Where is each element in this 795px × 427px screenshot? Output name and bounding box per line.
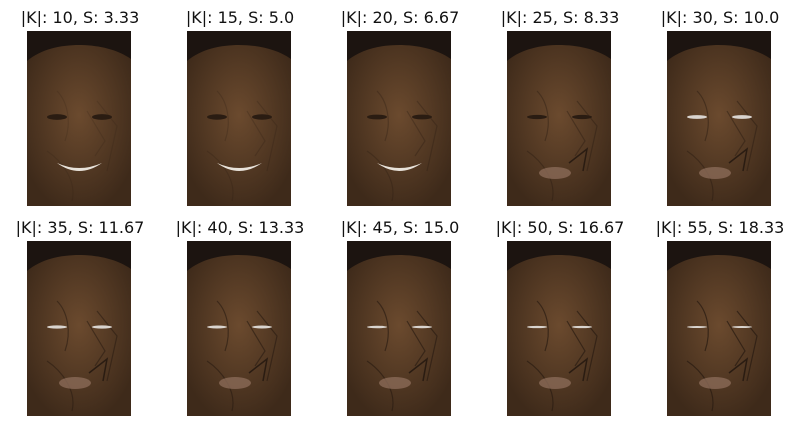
- mouth-teeth: [57, 163, 102, 171]
- face-photo-icon: [507, 31, 611, 206]
- hair: [507, 241, 611, 271]
- distortion-streaks: [206, 90, 278, 202]
- panel-title: |K|: 35, S: 11.67: [15, 218, 145, 237]
- mouth-distortion: [728, 357, 749, 382]
- face-photo-icon: [187, 241, 291, 416]
- face-image: [187, 31, 291, 206]
- left-eye: [367, 114, 387, 120]
- face-image: [347, 241, 451, 416]
- right-eye: [572, 114, 592, 120]
- face-photo-icon: [27, 241, 131, 416]
- face-image: [27, 31, 131, 206]
- panel-title: |K|: 25, S: 8.33: [500, 8, 620, 27]
- panel-8: |K|: 45, S: 15.0: [320, 216, 480, 416]
- face-image: [27, 241, 131, 416]
- face-photo-icon: [347, 241, 451, 416]
- face-photo-icon: [187, 31, 291, 206]
- face-image: [347, 31, 451, 206]
- distortion-streaks: [366, 90, 438, 202]
- hair: [187, 241, 291, 271]
- mouth: [539, 377, 571, 389]
- left-eye: [207, 114, 227, 120]
- mouth: [59, 377, 91, 389]
- panel-title: |K|: 50, S: 16.67: [495, 218, 625, 237]
- face-photo-icon: [667, 241, 771, 416]
- right-eye: [732, 115, 752, 119]
- face-photo-icon: [347, 31, 451, 206]
- panel-title: |K|: 40, S: 13.33: [175, 218, 305, 237]
- left-eye: [207, 325, 227, 329]
- left-eye: [527, 114, 547, 120]
- panel-3: |K|: 20, S: 6.67: [320, 6, 480, 206]
- left-eye: [367, 325, 387, 329]
- right-eye: [92, 114, 112, 120]
- mouth-distortion: [568, 147, 589, 172]
- left-eye: [47, 325, 67, 329]
- skin: [347, 41, 451, 206]
- panel-title: |K|: 30, S: 10.0: [660, 8, 780, 27]
- left-eye: [47, 114, 67, 120]
- mouth: [699, 167, 731, 179]
- face-image: [507, 241, 611, 416]
- left-eye: [687, 326, 707, 328]
- hair: [667, 31, 771, 61]
- mouth-distortion: [728, 147, 749, 172]
- panel-title: |K|: 15, S: 5.0: [185, 8, 295, 27]
- right-eye: [412, 325, 432, 329]
- right-eye: [732, 326, 752, 328]
- panel-title: |K|: 20, S: 6.67: [340, 8, 460, 27]
- panel-title: |K|: 10, S: 3.33: [20, 8, 140, 27]
- panel-7: |K|: 40, S: 13.33: [160, 216, 320, 416]
- face-image: [667, 31, 771, 206]
- hair: [667, 241, 771, 271]
- distortion-streaks: [46, 300, 118, 412]
- right-eye: [572, 325, 592, 329]
- mouth-distortion: [88, 357, 109, 382]
- right-eye: [92, 325, 112, 329]
- left-eye: [527, 325, 547, 329]
- mouth: [699, 377, 731, 389]
- panel-1: |K|: 10, S: 3.33: [0, 6, 160, 206]
- skin: [187, 41, 291, 206]
- mouth-distortion: [568, 357, 589, 382]
- skin: [27, 41, 131, 206]
- hair: [27, 31, 131, 61]
- right-eye: [412, 114, 432, 120]
- hair: [347, 31, 451, 61]
- mouth-teeth: [217, 163, 262, 171]
- panel-5: |K|: 30, S: 10.0: [640, 6, 795, 206]
- panel-title: |K|: 55, S: 18.33: [655, 218, 785, 237]
- face-photo-icon: [667, 31, 771, 206]
- right-eye: [252, 114, 272, 120]
- face-image: [187, 241, 291, 416]
- hair: [187, 31, 291, 61]
- panel-4: |K|: 25, S: 8.33: [480, 6, 640, 206]
- face-image: [667, 241, 771, 416]
- hair: [507, 31, 611, 61]
- mouth-distortion: [248, 357, 269, 382]
- panel-9: |K|: 50, S: 16.67: [480, 216, 640, 416]
- hair: [27, 241, 131, 271]
- right-eye: [252, 325, 272, 329]
- panel-6: |K|: 35, S: 11.67: [0, 216, 160, 416]
- face-image: [507, 31, 611, 206]
- panel-2: |K|: 15, S: 5.0: [160, 6, 320, 206]
- panel-title: |K|: 45, S: 15.0: [340, 218, 460, 237]
- face-photo-icon: [507, 241, 611, 416]
- distortion-streaks: [46, 90, 118, 202]
- left-eye: [687, 115, 707, 119]
- mouth-teeth: [377, 163, 422, 171]
- mouth: [219, 377, 251, 389]
- mouth: [379, 377, 411, 389]
- mouth: [539, 167, 571, 179]
- panel-10: |K|: 55, S: 18.33: [640, 216, 795, 416]
- mouth-distortion: [408, 357, 429, 382]
- face-photo-icon: [27, 31, 131, 206]
- hair: [347, 241, 451, 271]
